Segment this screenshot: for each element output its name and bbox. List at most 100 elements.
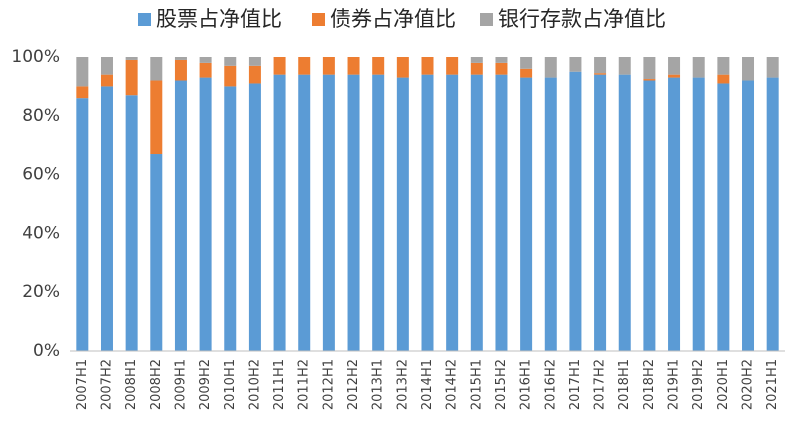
bar-segment — [520, 77, 533, 351]
bar-segment — [544, 77, 557, 351]
bar-segment — [544, 57, 557, 78]
bar-segment — [643, 57, 656, 80]
bar-segment — [396, 57, 409, 78]
bar-segment — [224, 86, 237, 352]
bar-segment — [322, 74, 335, 351]
bar-segment — [569, 57, 582, 72]
bar-segment — [199, 77, 212, 351]
bar-segment — [224, 65, 237, 87]
bar-segment — [100, 86, 113, 352]
x-tick-label: 2010H1 — [223, 359, 238, 410]
bar-segment — [668, 77, 681, 351]
bar-segment — [495, 74, 508, 351]
bar-segment — [495, 62, 508, 75]
bar-segment — [100, 57, 113, 75]
bar-segment — [347, 74, 360, 351]
x-tick-label: 2007H1 — [75, 359, 90, 410]
legend-label: 股票占净值比 — [156, 7, 282, 31]
bar-segment — [76, 98, 89, 351]
bar-segment — [174, 59, 187, 81]
bar-segment — [372, 57, 385, 75]
bar-segment — [248, 57, 261, 66]
bar-segment — [125, 57, 138, 60]
bar-segment — [347, 57, 360, 75]
bar-segment — [742, 80, 755, 352]
bar-segment — [643, 79, 656, 81]
bar-segment — [470, 57, 483, 63]
bar-segment — [643, 80, 656, 352]
x-tick-label: 2014H1 — [420, 359, 435, 410]
x-tick-label: 2017H1 — [568, 359, 583, 410]
bar-segment — [495, 57, 508, 63]
bar-segment — [692, 77, 705, 351]
bar-segment — [520, 57, 533, 69]
bar-segment — [470, 62, 483, 75]
bar-segment — [742, 57, 755, 81]
x-tick-label: 2009H2 — [198, 359, 213, 410]
bar-segment — [125, 59, 138, 96]
x-tick-label: 2015H2 — [494, 359, 509, 410]
y-tick-label: 40% — [22, 223, 60, 243]
bar-segment — [248, 65, 261, 84]
bar-segment — [520, 68, 533, 78]
legend-label: 银行存款占净值比 — [498, 7, 666, 31]
bar-segment — [569, 71, 582, 351]
legend-label: 债券占净值比 — [330, 7, 456, 31]
bar-segment — [76, 57, 89, 87]
x-tick-label: 2020H2 — [741, 359, 756, 410]
bar-segment — [396, 77, 409, 351]
x-tick-label: 2009H1 — [173, 359, 188, 410]
y-tick-label: 80% — [22, 106, 60, 126]
bar-segment — [766, 57, 779, 78]
x-tick-label: 2017H2 — [593, 359, 608, 410]
bar-segment — [150, 80, 163, 155]
bar-segment — [150, 57, 163, 81]
x-tick-label: 2008H2 — [149, 359, 164, 410]
x-tick-label: 2018H1 — [617, 359, 632, 410]
legend-swatch — [312, 13, 325, 26]
x-tick-label: 2011H2 — [297, 359, 312, 410]
x-tick-label: 2011H1 — [272, 359, 287, 410]
x-tick-label: 2019H1 — [667, 359, 682, 410]
bar-segment — [668, 74, 681, 78]
bar-segment — [446, 57, 459, 75]
bar-segment — [199, 62, 212, 78]
bar-segment — [273, 74, 286, 351]
x-tick-label: 2016H2 — [543, 359, 558, 410]
y-tick-label: 20% — [22, 282, 60, 302]
bar-segment — [174, 57, 187, 60]
bar-segment — [150, 154, 163, 351]
bar-segment — [668, 57, 681, 75]
bar-segment — [692, 57, 705, 78]
x-tick-label: 2016H1 — [519, 359, 534, 410]
x-tick-label: 2008H1 — [124, 359, 139, 410]
bar-segment — [199, 57, 212, 63]
x-tick-label: 2010H2 — [247, 359, 262, 410]
bar-segment — [717, 83, 730, 352]
x-tick-label: 2018H2 — [642, 359, 657, 410]
y-tick-label: 60% — [22, 165, 60, 185]
bar-segment — [174, 80, 187, 352]
bar-segment — [717, 57, 730, 75]
bar-segment — [421, 74, 434, 351]
bar-segment — [421, 57, 434, 75]
bar-segment — [717, 74, 730, 84]
x-tick-label: 2014H2 — [445, 359, 460, 410]
x-tick-label: 2021H1 — [765, 359, 780, 410]
bar-segment — [322, 57, 335, 75]
x-tick-label: 2007H2 — [99, 359, 114, 410]
bar-segment — [224, 57, 237, 66]
bar-segment — [273, 57, 286, 75]
bar-segment — [100, 74, 113, 87]
x-tick-label: 2019H2 — [691, 359, 706, 410]
bar-segment — [618, 74, 631, 351]
x-tick-label: 2020H1 — [716, 359, 731, 410]
x-tick-label: 2012H2 — [346, 359, 361, 410]
bar-segment — [298, 74, 311, 351]
bar-segment — [76, 86, 89, 99]
bar-segment — [248, 83, 261, 352]
bar-segment — [766, 77, 779, 351]
y-tick-label: 100% — [11, 47, 60, 67]
y-tick-label: 0% — [33, 341, 60, 361]
